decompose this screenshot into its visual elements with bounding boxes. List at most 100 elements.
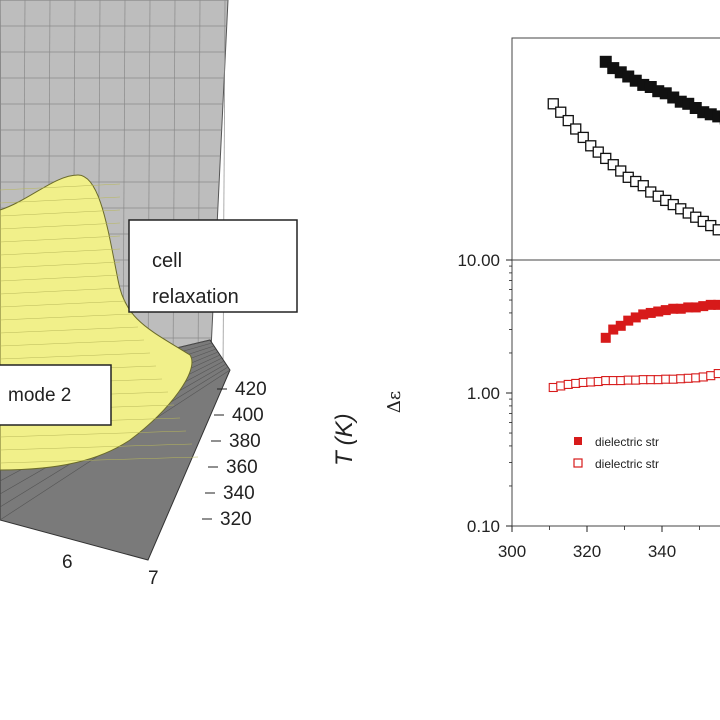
mesh-line	[0, 339, 145, 347]
y-tick-label: 1.00	[467, 384, 500, 403]
t-axis-title: T (K)	[331, 413, 358, 466]
legend-entry-open: dielectric str	[595, 457, 659, 471]
mesh-line	[0, 183, 121, 191]
strength-point-filled	[683, 302, 694, 313]
mode-2-label: mode 2	[8, 385, 71, 406]
mode-2-box	[0, 364, 112, 426]
strength-point-open	[623, 375, 633, 385]
strength-point-filled	[600, 332, 611, 343]
strength-point-open	[586, 377, 596, 387]
mesh-line	[0, 196, 121, 204]
mesh-line	[0, 261, 121, 269]
t-tick-label: 320	[220, 509, 252, 530]
strength-point-filled	[668, 303, 679, 314]
strength-point-filled	[638, 309, 649, 320]
lower-plot-frame	[511, 259, 720, 527]
upper-point-filled	[712, 110, 720, 123]
strength-point-open	[668, 374, 678, 384]
upper-point-open	[637, 180, 649, 192]
upper-point-open	[600, 152, 612, 165]
mesh-line	[0, 443, 193, 451]
mesh-line	[0, 209, 121, 217]
strength-point-filled	[675, 303, 686, 314]
strength-point-filled	[630, 312, 641, 323]
strength-point-open	[593, 376, 603, 387]
upper-panel	[511, 37, 720, 261]
strength-point-open	[638, 375, 648, 385]
t-tick-label: 400	[232, 405, 264, 426]
upper-point-open	[570, 123, 582, 135]
upper-point-open	[547, 98, 559, 110]
strength-chart: 10.00 1.00 0.10 300 320 340 Δε dielectric str…	[384, 251, 720, 561]
upper-series	[547, 55, 720, 236]
strength-point-filled	[660, 305, 671, 316]
strength-point-open	[698, 372, 708, 382]
x-tick-label: 320	[573, 542, 601, 561]
x-tick-6: 6	[62, 552, 73, 573]
strength-point-filled	[608, 324, 619, 335]
lower-axes: 10.00 1.00 0.10 300 320 340	[457, 251, 700, 561]
lower-series	[548, 299, 720, 393]
upper-point-open	[555, 106, 567, 118]
strength-point-open	[676, 374, 686, 384]
strength-point-filled	[653, 306, 664, 317]
strength-point-filled	[623, 315, 634, 326]
legend: dielectric str dielectric str	[573, 435, 659, 471]
x-tick-label: 300	[498, 542, 526, 561]
strength-point-open	[683, 373, 693, 383]
y-tick-label: 10.00	[457, 251, 500, 270]
upper-point-open	[592, 146, 604, 158]
strength-point-open	[608, 376, 618, 386]
strength-point-open	[691, 373, 701, 383]
strength-point-filled	[690, 302, 701, 313]
x-tick-7: 7	[148, 568, 159, 589]
strength-point-open	[571, 378, 581, 388]
upper-point-open	[607, 159, 619, 171]
strength-point-filled	[713, 299, 720, 310]
strength-point-open	[548, 382, 558, 393]
mesh-line	[0, 274, 121, 282]
strength-point-open	[563, 379, 573, 389]
mesh-line	[0, 313, 133, 321]
strength-point-open	[706, 371, 716, 381]
cell-relaxation-box	[128, 219, 298, 313]
surface-mesh	[0, 183, 199, 464]
upper-point-open	[615, 165, 627, 177]
strength-point-open	[556, 381, 566, 391]
t-tick-label: 420	[235, 379, 267, 400]
mesh-line	[0, 248, 121, 256]
mesh-line	[0, 430, 187, 438]
strength-point-open	[601, 376, 611, 386]
strength-point-filled	[615, 320, 626, 331]
strength-point-open	[646, 375, 656, 385]
y-axis-title: Δε	[384, 391, 405, 413]
mesh-line	[0, 300, 127, 308]
upper-point-open	[562, 114, 574, 127]
upper-point-open	[712, 224, 720, 236]
strength-point-open	[578, 377, 588, 388]
mesh-line	[0, 456, 199, 464]
surface-3d-chart: cell relaxation mode 2 420 400 380 360 340 32…	[0, 0, 358, 589]
strength-point-open	[713, 369, 720, 379]
strength-point-filled	[698, 301, 709, 312]
t-axis-var: T	[331, 449, 358, 466]
upper-point-open	[577, 131, 589, 144]
cell-relaxation-line-2: relaxation	[152, 286, 239, 308]
cell-relaxation-label: cell relaxation	[152, 250, 239, 308]
strength-point-open	[661, 374, 671, 384]
t-axis: 420 400 380 360 340 320	[202, 379, 267, 530]
legend-marker-open	[573, 458, 583, 468]
mesh-line	[0, 326, 139, 334]
strength-point-filled	[705, 299, 716, 310]
upper-point-open	[585, 140, 597, 152]
legend-marker-filled	[574, 437, 582, 445]
x-tick-label: 340	[648, 542, 676, 561]
mesh-line	[0, 235, 121, 243]
y-tick-label: 0.10	[467, 517, 500, 536]
t-tick-label: 380	[229, 431, 261, 452]
t-tick-label: 340	[223, 483, 255, 504]
mesh-line	[0, 352, 151, 360]
strength-point-open	[653, 375, 663, 385]
t-axis-unit: (K)	[331, 413, 358, 445]
